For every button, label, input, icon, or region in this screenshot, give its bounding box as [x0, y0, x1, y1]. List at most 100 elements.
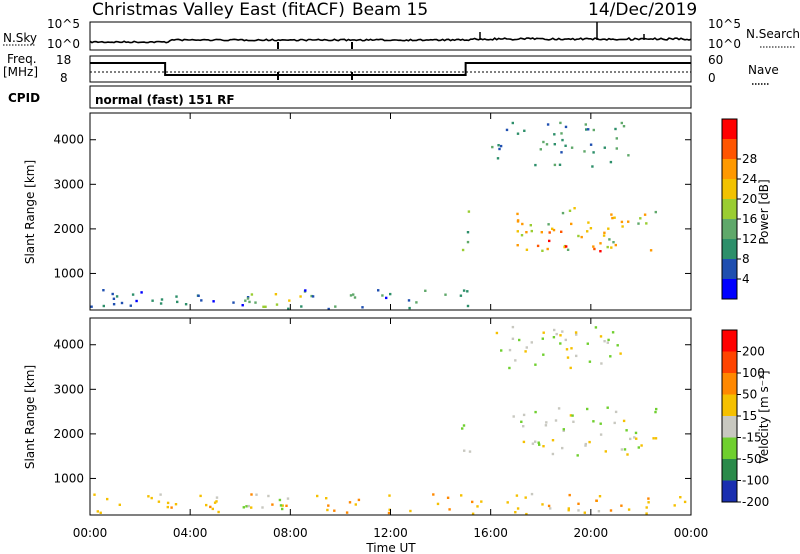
y-tick-label: 2000 [53, 222, 84, 236]
data-pixel [595, 499, 598, 502]
data-pixel [520, 420, 523, 423]
data-pixel [466, 240, 470, 244]
colorbar-cell [722, 119, 737, 139]
data-pixel [542, 445, 545, 448]
data-pixel [573, 207, 576, 210]
data-pixel [586, 230, 589, 233]
data-pixel [546, 247, 549, 251]
y-tick-label: 1000 [53, 471, 84, 485]
data-pixel [551, 439, 555, 442]
colorbar-tick-label: 200 [742, 345, 765, 359]
data-pixel [561, 211, 565, 215]
data-pixel [549, 507, 552, 510]
data-pixel [432, 493, 435, 496]
data-pixel [508, 366, 511, 370]
data-pixel [570, 347, 573, 350]
data-pixel [520, 234, 524, 237]
freq-strip-frame [89, 55, 692, 83]
data-pixel [583, 511, 586, 514]
data-pixel [476, 505, 479, 508]
data-pixel [212, 300, 215, 303]
data-pixel [352, 293, 355, 296]
data-pixel [564, 144, 567, 147]
data-pixel [326, 508, 329, 512]
velocity-y-axis: 1000 2000 3000 4000 [53, 338, 691, 485]
data-pixel [534, 410, 537, 414]
data-pixel [555, 332, 558, 336]
data-pixel [96, 510, 99, 513]
data-pixel [598, 495, 602, 498]
data-pixel [246, 296, 250, 299]
data-pixel [525, 346, 528, 349]
data-pixel [640, 444, 643, 447]
data-pixel [498, 147, 501, 151]
data-pixel [436, 502, 440, 506]
data-pixel [262, 305, 265, 308]
y-tick-label: 3000 [53, 177, 84, 191]
data-pixel [534, 363, 537, 366]
data-pixel [387, 511, 391, 515]
data-pixel [622, 419, 626, 423]
data-pixel [588, 360, 592, 363]
data-pixel [271, 503, 274, 506]
data-pixel [102, 304, 105, 308]
data-pixel [467, 210, 471, 213]
data-pixel [159, 302, 163, 305]
data-pixel [150, 496, 153, 500]
data-pixel [524, 496, 527, 499]
data-pixel [287, 307, 290, 310]
data-pixel [334, 305, 337, 308]
data-pixel [584, 444, 587, 447]
x-tick-label: 08:00 [273, 526, 308, 540]
data-pixel [606, 406, 609, 409]
data-pixel [244, 299, 247, 302]
data-pixel [508, 348, 512, 352]
data-pixel [654, 410, 657, 414]
data-pixel [93, 493, 96, 496]
data-pixel [572, 420, 575, 423]
colorbar-cell [722, 480, 737, 502]
data-pixel [511, 325, 515, 329]
data-pixel [655, 407, 658, 411]
data-pixel [587, 128, 590, 131]
data-pixel [564, 125, 568, 129]
data-pixel [634, 431, 638, 435]
data-pixel [610, 213, 613, 216]
data-pixel [415, 301, 418, 304]
data-pixel [577, 509, 580, 512]
data-pixel [575, 354, 578, 358]
data-pixel [577, 234, 580, 238]
data-pixel [591, 165, 594, 168]
data-pixel [643, 213, 647, 216]
data-pixel [683, 500, 687, 504]
data-pixel [602, 234, 606, 237]
nsky-tick-bottom-right: 10^0 [708, 37, 741, 51]
data-pixel [603, 340, 606, 343]
data-pixel [480, 500, 483, 503]
data-pixel [151, 299, 154, 302]
data-pixel [511, 337, 515, 340]
data-pixel [254, 301, 257, 304]
colorbar-cell [722, 373, 737, 395]
data-pixel [514, 511, 517, 514]
data-pixel [205, 503, 208, 507]
data-pixel [603, 231, 606, 234]
data-pixel [625, 429, 628, 432]
data-pixel [616, 344, 619, 347]
x-tick-label: 16:00 [473, 526, 508, 540]
x-axis-label: Time UT [365, 541, 416, 554]
plot-title: Christmas Valley East (fitACF) [92, 0, 345, 20]
data-pixel [102, 289, 105, 292]
data-pixel [561, 446, 564, 450]
data-pixel [603, 146, 606, 149]
data-pixel [621, 225, 624, 228]
data-pixel [559, 121, 562, 125]
data-pixel [348, 501, 352, 504]
data-pixel [525, 248, 529, 251]
data-pixel [99, 511, 102, 514]
data-pixel [111, 292, 114, 296]
nave-label: Nave [748, 63, 779, 77]
data-pixel [462, 289, 466, 292]
freq-tick-top: 18 [56, 53, 71, 67]
colorbar-cell [722, 437, 737, 459]
